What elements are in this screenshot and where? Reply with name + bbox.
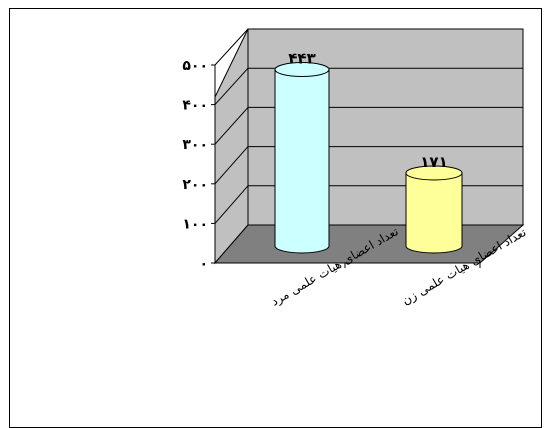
y-tick-labels: ۰ ۱۰۰ ۲۰۰ ۳۰۰ ۴۰۰ ۵۰۰: [182, 58, 208, 272]
y-tick-label-0: ۰: [199, 256, 208, 272]
gridline-side-400: [214, 67, 249, 105]
y-tick-label-300: ۳۰۰: [182, 137, 208, 153]
chart-side-wall: [214, 28, 249, 265]
gridline-side-100: [214, 185, 249, 224]
x-axis-ticks: [344, 263, 481, 268]
y-axis: [211, 64, 480, 264]
bars: [274, 62, 463, 254]
bar-men-value-label: ۴۴۳: [288, 50, 315, 68]
bar-women: [405, 165, 463, 254]
bar-men-top: [274, 62, 330, 78]
y-tick-label-200: ۲۰۰: [182, 177, 208, 193]
gridline-side-300: [214, 107, 249, 145]
bar-women-value-label: ۱۷۱: [420, 153, 447, 171]
bar-women-body: [405, 172, 463, 254]
bar-women-top: [405, 165, 463, 181]
gridline-side-500: [214, 28, 249, 66]
bar-men-body: [274, 69, 330, 254]
y-tick-label-400: ۴۰۰: [182, 98, 208, 114]
y-tick-label-500: ۵۰۰: [182, 58, 208, 74]
bar-men: [274, 62, 330, 254]
y-tick-label-100: ۱۰۰: [182, 216, 208, 232]
gridline-side-200: [214, 146, 249, 185]
data-labels: ۴۴۳ ۱۷۱: [288, 50, 447, 171]
